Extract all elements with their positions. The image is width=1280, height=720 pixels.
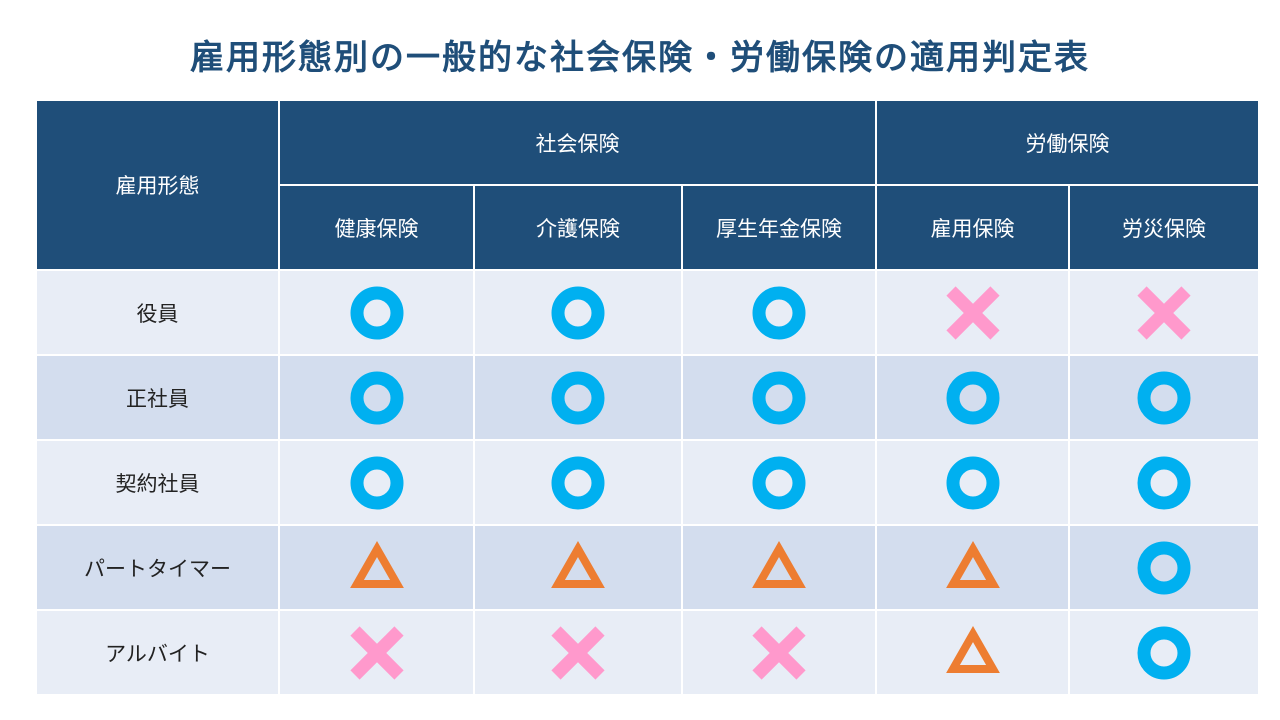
table-cell	[278, 354, 475, 441]
applicable-circle-icon	[1136, 625, 1192, 681]
table-cell	[1068, 439, 1261, 526]
header-col-employment-insurance: 雇用保険	[875, 184, 1071, 271]
table-cell	[278, 269, 475, 356]
applicable-circle-icon	[945, 370, 1001, 426]
table-cell	[1068, 354, 1261, 441]
page-title: 雇用形態別の一般的な社会保険・労働保険の適用判定表	[190, 38, 1090, 78]
table-row: アルバイト	[35, 609, 1261, 696]
conditional-triangle-icon	[349, 540, 405, 596]
conditional-triangle-icon	[751, 540, 807, 596]
not-applicable-cross-icon	[550, 625, 606, 681]
table-cell	[875, 354, 1071, 441]
row-label: 役員	[35, 269, 280, 356]
table-cell	[1068, 609, 1261, 696]
header-group-social-insurance: 社会保険	[277, 99, 878, 186]
applicable-circle-icon	[1136, 370, 1192, 426]
table-cell	[875, 439, 1071, 526]
table-cell	[680, 269, 878, 356]
table-cell	[473, 609, 683, 696]
table-row: パートタイマー	[35, 524, 1261, 611]
table-cell	[875, 524, 1071, 611]
table-cell	[680, 354, 878, 441]
table-cell	[473, 439, 683, 526]
table-cell	[473, 354, 683, 441]
table-row: 正社員	[35, 354, 1261, 441]
table-body: 役員 正社員 契約社員 パートタイマー アルバイト	[35, 269, 1261, 696]
applicable-circle-icon	[1136, 540, 1192, 596]
row-label: アルバイト	[35, 609, 280, 696]
insurance-table: 雇用形態 社会保険 労働保険 健康保険 介護保険 厚生年金保険 雇用保険 労災保…	[35, 99, 1261, 696]
header-employment-type: 雇用形態	[35, 99, 280, 271]
table-cell	[278, 439, 475, 526]
table-cell	[278, 524, 475, 611]
not-applicable-cross-icon	[751, 625, 807, 681]
applicable-circle-icon	[751, 370, 807, 426]
table-cell	[1068, 524, 1261, 611]
applicable-circle-icon	[1136, 455, 1192, 511]
applicable-circle-icon	[751, 285, 807, 341]
row-label: パートタイマー	[35, 524, 280, 611]
table-cell	[875, 269, 1071, 356]
table-cell	[473, 524, 683, 611]
table-cell	[680, 524, 878, 611]
table-cell	[1068, 269, 1261, 356]
applicable-circle-icon	[550, 285, 606, 341]
applicable-circle-icon	[349, 455, 405, 511]
header-group-labor-insurance: 労働保険	[875, 99, 1261, 186]
header-col-care-insurance: 介護保険	[473, 184, 683, 271]
table-cell	[875, 609, 1071, 696]
applicable-circle-icon	[349, 285, 405, 341]
applicable-circle-icon	[349, 370, 405, 426]
conditional-triangle-icon	[945, 540, 1001, 596]
applicable-circle-icon	[550, 370, 606, 426]
applicable-circle-icon	[550, 455, 606, 511]
row-label: 契約社員	[35, 439, 280, 526]
conditional-triangle-icon	[945, 625, 1001, 681]
header-col-pension-insurance: 厚生年金保険	[680, 184, 878, 271]
not-applicable-cross-icon	[1136, 285, 1192, 341]
not-applicable-cross-icon	[349, 625, 405, 681]
header-col-health-insurance: 健康保険	[278, 184, 475, 271]
applicable-circle-icon	[945, 455, 1001, 511]
table-cell	[473, 269, 683, 356]
row-label: 正社員	[35, 354, 280, 441]
table-row: 役員	[35, 269, 1261, 356]
table-cell	[278, 609, 475, 696]
conditional-triangle-icon	[550, 540, 606, 596]
table-row: 契約社員	[35, 439, 1261, 526]
not-applicable-cross-icon	[945, 285, 1001, 341]
header-col-accident-insurance: 労災保険	[1068, 184, 1261, 271]
table-cell	[680, 609, 878, 696]
header-row-columns: 健康保険 介護保険 厚生年金保険 雇用保険 労災保険	[36, 184, 1261, 271]
applicable-circle-icon	[751, 455, 807, 511]
header-row-groups: 雇用形態 社会保険 労働保険	[35, 99, 1261, 271]
table-cell	[680, 439, 878, 526]
